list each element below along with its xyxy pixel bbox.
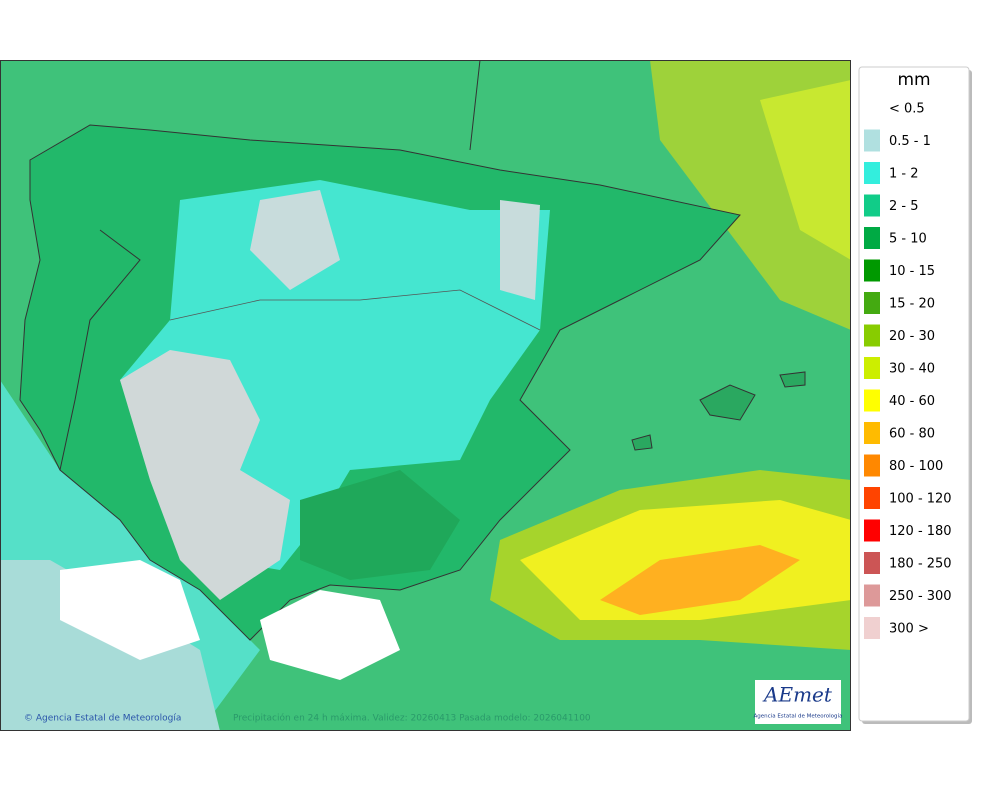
region-borders: [169, 289, 541, 331]
dry-ebro: [500, 200, 540, 300]
legend-swatch: [864, 357, 880, 379]
atlantic-dry-zone: [0, 560, 220, 731]
legend-label: 2 - 5: [889, 199, 919, 214]
dry-north-plateau: [250, 190, 340, 290]
mallorca: [699, 384, 756, 421]
legend-swatch: [864, 519, 880, 542]
legend-swatch: [864, 292, 880, 314]
legend-swatch: [864, 422, 880, 444]
legend-label: 5 - 10: [889, 232, 927, 247]
legend-swatch: [864, 194, 880, 217]
legend-swatch: [864, 552, 880, 574]
dry-southwest: [120, 350, 290, 600]
legend-swatch: [864, 129, 880, 152]
africa-dry-east: [260, 590, 400, 680]
southeast-hills: [300, 470, 460, 580]
legend-label: 300 >: [889, 622, 929, 637]
legend-label: 80 - 100: [889, 459, 943, 474]
logo-box: [755, 680, 841, 724]
legend-swatch: [864, 324, 880, 347]
legend-label: 100 - 120: [889, 492, 952, 507]
legend-swatch: [864, 487, 880, 509]
portugal-border: [59, 229, 141, 471]
legend-label: 30 - 40: [889, 362, 935, 377]
legend-label: 0.5 - 1: [889, 134, 931, 149]
legend-unit: mm: [897, 70, 930, 90]
legend-swatch: [864, 454, 880, 477]
map-frame: [0, 60, 851, 731]
legend-label: 1 - 2: [889, 167, 919, 182]
legend-swatch: [864, 259, 880, 282]
legend-label: 180 - 250: [889, 557, 952, 572]
legend-swatch: [864, 617, 880, 639]
legend-label: 60 - 80: [889, 427, 935, 442]
legend-label: 250 - 300: [889, 589, 952, 604]
gulf-lion-core: [760, 80, 851, 260]
logo-name: AEmet: [762, 683, 833, 707]
legend-label: < 0.5: [889, 102, 925, 117]
legend-label: 15 - 20: [889, 297, 935, 312]
precipitation-map: [0, 60, 851, 731]
legend-box: [858, 66, 970, 722]
legend-label: 10 - 15: [889, 264, 935, 279]
ibiza: [631, 434, 653, 451]
legend-swatch: [864, 227, 880, 249]
legend-label: 120 - 180: [889, 524, 952, 539]
legend-swatch: [864, 584, 880, 607]
legend-swatch: [864, 162, 880, 184]
legend-label: 40 - 60: [889, 394, 935, 409]
mediterranean-max: [600, 545, 800, 615]
credit: © Agencia Estatal de Meteorología: [24, 714, 181, 724]
menorca: [779, 371, 806, 388]
logo-subtitle: Agencia Estatal de Meteorología: [754, 713, 843, 720]
legend-entries: < 0.5 0.5 - 1 1 - 2 2 - 5 5 - 10 10 - 15 15 - …: [864, 102, 952, 639]
caption: Precipitación en 24 h máxima. Validez: 2…: [233, 713, 591, 724]
legend-label: 20 - 30: [889, 329, 935, 344]
africa-dry-west: [60, 560, 200, 660]
legend-swatch: [864, 389, 880, 412]
coast-france: [469, 60, 481, 151]
